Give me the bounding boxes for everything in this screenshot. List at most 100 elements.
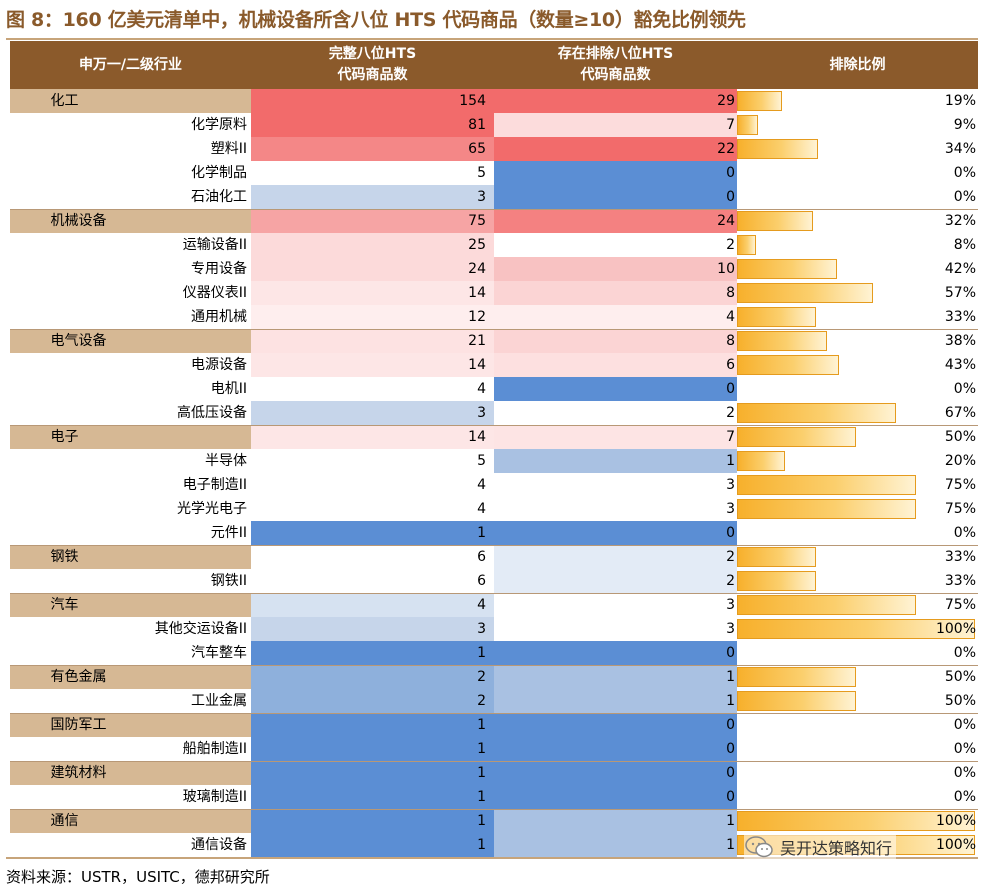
industry-name: 工业金属: [191, 693, 247, 709]
excluded-hts-count: 24: [494, 209, 737, 233]
industry-name: 化工: [50, 93, 79, 109]
full-hts-count: 3: [251, 617, 494, 641]
excluded-hts-count: 1: [494, 809, 737, 833]
industry-level1: 建筑材料: [10, 761, 251, 785]
table-row: 高低压设备 3 2 67%: [10, 401, 978, 425]
industry-name: 汽车整车: [191, 645, 247, 661]
table-row: 化工 154 29 19%: [10, 89, 978, 113]
table-row: 钢铁 6 2 33%: [10, 545, 978, 569]
industry-name: 电子: [50, 429, 79, 445]
exclusion-ratio: 0%: [737, 785, 978, 809]
industry-level2: 通信设备: [10, 833, 251, 857]
exclusion-ratio: 0%: [737, 737, 978, 761]
industry-level2: 元件II: [10, 521, 251, 545]
industry-name: 石油化工: [191, 189, 247, 205]
ratio-label: 0%: [953, 645, 976, 661]
full-hts-count: 2: [251, 665, 494, 689]
excluded-hts-count: 0: [494, 785, 737, 809]
full-hts-count: 6: [251, 569, 494, 593]
table-row: 石油化工 3 0 0%: [10, 185, 978, 209]
full-hts-count: 3: [251, 401, 494, 425]
ratio-bar: [737, 427, 856, 447]
ratio-label: 100%: [935, 837, 976, 853]
exclusion-ratio: 0%: [737, 761, 978, 785]
ratio-bar: [737, 499, 916, 519]
ratio-label: 0%: [953, 717, 976, 733]
table-row: 机械设备 75 24 32%: [10, 209, 978, 233]
ratio-bar: [737, 115, 758, 135]
industry-level2: 玻璃制造II: [10, 785, 251, 809]
ratio-label: 75%: [944, 501, 976, 517]
ratio-label: 75%: [944, 477, 976, 493]
industry-name: 机械设备: [50, 213, 107, 229]
exclusion-ratio: 0%: [737, 641, 978, 665]
table-row: 有色金属 2 1 50%: [10, 665, 978, 689]
table-row: 电机II 4 0 0%: [10, 377, 978, 401]
table-row: 工业金属 2 1 50%: [10, 689, 978, 713]
full-hts-count: 14: [251, 281, 494, 305]
full-hts-count: 65: [251, 137, 494, 161]
table-row: 建筑材料 1 0 0%: [10, 761, 978, 785]
exclusion-ratio: 32%: [737, 209, 978, 233]
ratio-label: 0%: [953, 189, 976, 205]
excluded-hts-count: 0: [494, 185, 737, 209]
table-row: 电子 14 7 50%: [10, 425, 978, 449]
ratio-label: 32%: [944, 213, 976, 229]
industry-level1: 电气设备: [10, 329, 251, 353]
table-row: 电气设备 21 8 38%: [10, 329, 978, 353]
ratio-label: 19%: [944, 93, 976, 109]
industry-level2: 工业金属: [10, 689, 251, 713]
exclusion-ratio: 9%: [737, 113, 978, 137]
industry-name: 塑料II: [210, 141, 247, 157]
full-hts-count: 1: [251, 785, 494, 809]
table-row: 电源设备 14 6 43%: [10, 353, 978, 377]
ratio-label: 100%: [935, 621, 976, 637]
industry-name: 通信: [50, 813, 79, 829]
bottom-rule: [6, 857, 978, 859]
table-row: 船舶制造II 1 0 0%: [10, 737, 978, 761]
ratio-bar: [737, 547, 816, 567]
ratio-bar: [737, 619, 975, 639]
group-separator: [10, 209, 978, 210]
full-hts-count: 1: [251, 761, 494, 785]
exclusion-ratio: 57%: [737, 281, 978, 305]
exclusion-ratio: 33%: [737, 569, 978, 593]
full-hts-count: 1: [251, 521, 494, 545]
excluded-hts-count: 6: [494, 353, 737, 377]
ratio-label: 33%: [944, 549, 976, 565]
ratio-label: 0%: [953, 789, 976, 805]
ratio-bar: [737, 139, 818, 159]
industry-name: 电源设备: [191, 357, 247, 373]
industry-level2: 电源设备: [10, 353, 251, 377]
excluded-hts-count: 2: [494, 545, 737, 569]
ratio-bar: [737, 355, 839, 375]
ratio-bar: [737, 307, 816, 327]
industry-level1: 有色金属: [10, 665, 251, 689]
exclusion-ratio: 0%: [737, 377, 978, 401]
ratio-bar: [737, 667, 856, 687]
full-hts-count: 14: [251, 353, 494, 377]
excluded-hts-count: 1: [494, 833, 737, 857]
full-hts-count: 4: [251, 497, 494, 521]
exclusion-ratio: 20%: [737, 449, 978, 473]
title-rule: [6, 38, 978, 40]
header-industry: 申万一/二级行业: [78, 56, 183, 73]
ratio-label: 57%: [944, 285, 976, 301]
industry-name: 钢铁: [50, 549, 79, 565]
industry-level1: 机械设备: [10, 209, 251, 233]
excluded-hts-count: 0: [494, 737, 737, 761]
header-full-hts-count: 完整八位HTS 代码商品数: [328, 46, 417, 83]
ratio-bar: [737, 571, 816, 591]
excluded-hts-count: 1: [494, 449, 737, 473]
excluded-hts-count: 2: [494, 233, 737, 257]
exclusion-ratio: 38%: [737, 329, 978, 353]
industry-level2: 汽车整车: [10, 641, 251, 665]
table-row: 钢铁II 6 2 33%: [10, 569, 978, 593]
industry-level2: 其他交运设备II: [10, 617, 251, 641]
industry-name: 国防军工: [50, 717, 107, 733]
industry-name: 通用机械: [191, 309, 247, 325]
exclusion-ratio: 19%: [737, 89, 978, 113]
table-row: 汽车整车 1 0 0%: [10, 641, 978, 665]
excluded-hts-count: 4: [494, 305, 737, 329]
industry-name: 半导体: [205, 453, 247, 469]
